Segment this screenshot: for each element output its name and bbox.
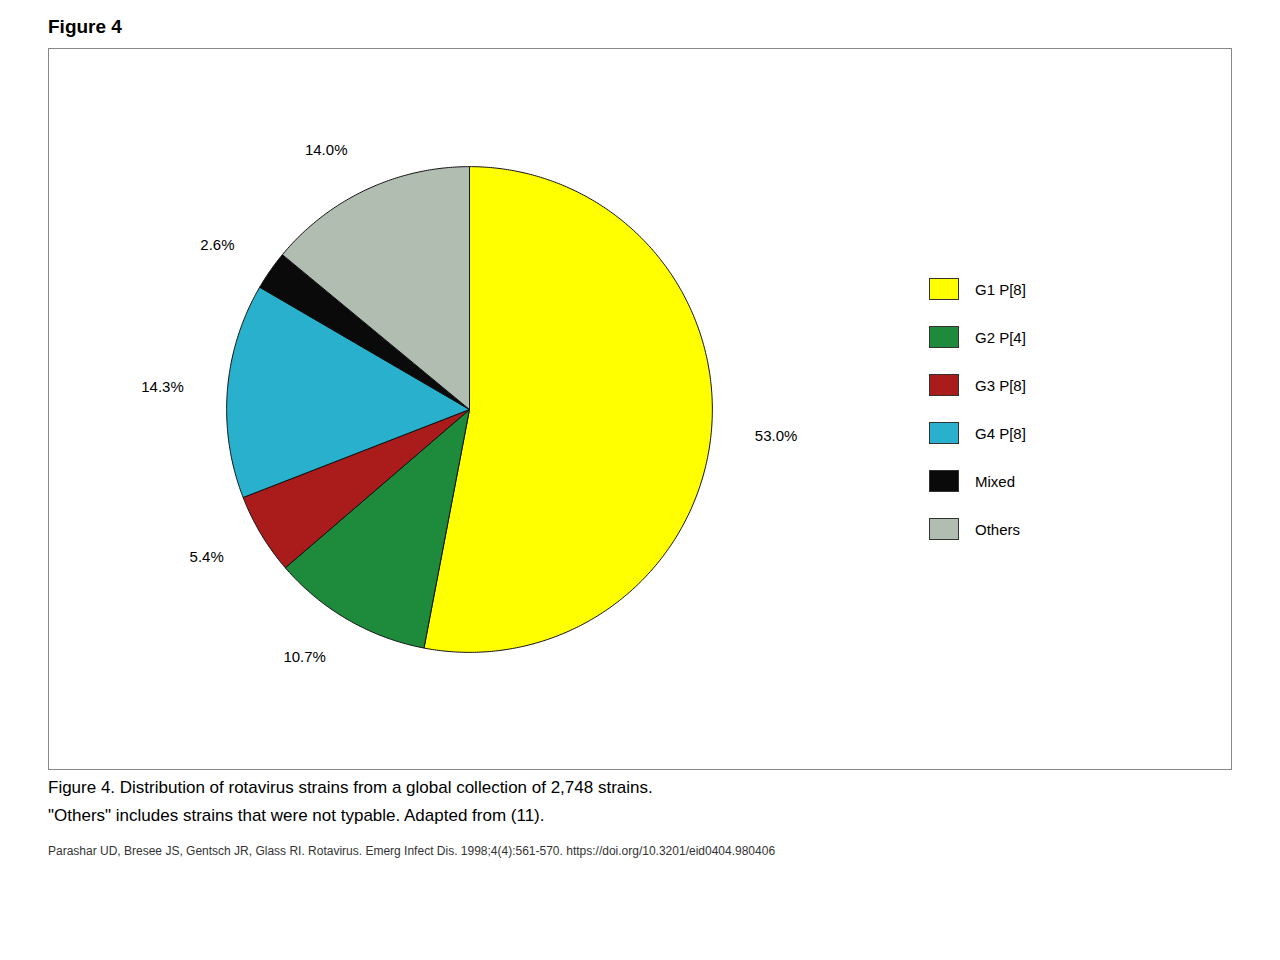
svg-text:14.3%: 14.3%: [141, 378, 184, 395]
svg-text:2.6%: 2.6%: [200, 236, 234, 253]
html-text:Parashar UD, Bresee JS, Gentsc: Parashar UD, Bresee JS, Gentsch JR, Glas…: [48, 844, 776, 858]
html-text:Figure 4: Figure 4: [48, 16, 122, 37]
html-text:G3 P[8]: G3 P[8]: [975, 376, 1026, 394]
html-text:Mixed: Mixed: [975, 472, 1015, 490]
svg-text:10.7%: 10.7%: [283, 648, 326, 665]
html-text:G1 P[8]: G1 P[8]: [975, 280, 1026, 298]
svg-text:5.4%: 5.4%: [190, 548, 224, 565]
svg-text:14.0%: 14.0%: [305, 141, 348, 158]
html-text:G2 P[4]: G2 P[4]: [975, 328, 1026, 346]
svg-text:53.0%: 53.0%: [755, 427, 798, 444]
html-text:G4 P[8]: G4 P[8]: [975, 424, 1026, 442]
html-text:"Others" includes strains that: "Others" includes strains that were not …: [48, 806, 545, 825]
html-text:Figure 4. Distribution of rota: Figure 4. Distribution of rotavirus stra…: [48, 778, 653, 797]
html-text:Others: Others: [975, 520, 1020, 538]
